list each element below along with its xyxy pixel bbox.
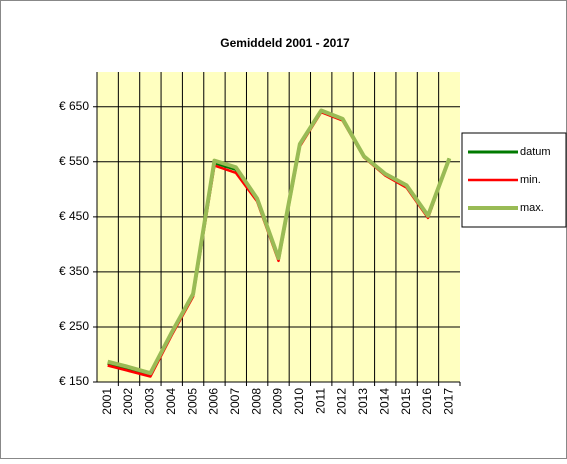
x-tick-label: 2016: [420, 388, 434, 415]
y-tick-label: € 150: [59, 374, 89, 388]
y-tick-label: € 450: [59, 209, 89, 223]
y-tick-label: € 550: [59, 154, 89, 168]
x-tick-label: 2008: [249, 388, 263, 415]
y-tick-label: € 350: [59, 264, 89, 278]
x-tick-label: 2010: [292, 388, 306, 415]
x-tick-label: 2012: [335, 388, 349, 415]
x-tick-label: 2004: [164, 388, 178, 415]
x-tick-label: 2014: [377, 388, 391, 415]
y-tick-label: € 250: [59, 319, 89, 333]
x-tick-label: 2002: [121, 388, 135, 415]
legend-label: min.: [520, 174, 541, 186]
x-tick-label: 2017: [441, 388, 455, 415]
y-tick-label: € 650: [59, 99, 89, 113]
x-tick-label: 2003: [143, 388, 157, 415]
x-tick-label: 2013: [356, 388, 370, 415]
x-tick-label: 2011: [313, 388, 327, 414]
x-tick-label: 2006: [207, 388, 221, 415]
x-tick-label: 2001: [100, 388, 114, 415]
chart-title: Gemiddeld 2001 - 2017: [220, 36, 350, 50]
legend-label: max.: [520, 202, 544, 214]
x-tick-label: 2009: [271, 388, 285, 415]
legend-label: datum: [520, 146, 551, 158]
x-tick-label: 2015: [399, 388, 413, 415]
series-line: [107, 108, 452, 376]
x-tick-label: 2007: [228, 388, 242, 415]
plot-area: [97, 72, 460, 382]
x-tick-label: 2005: [185, 388, 199, 415]
